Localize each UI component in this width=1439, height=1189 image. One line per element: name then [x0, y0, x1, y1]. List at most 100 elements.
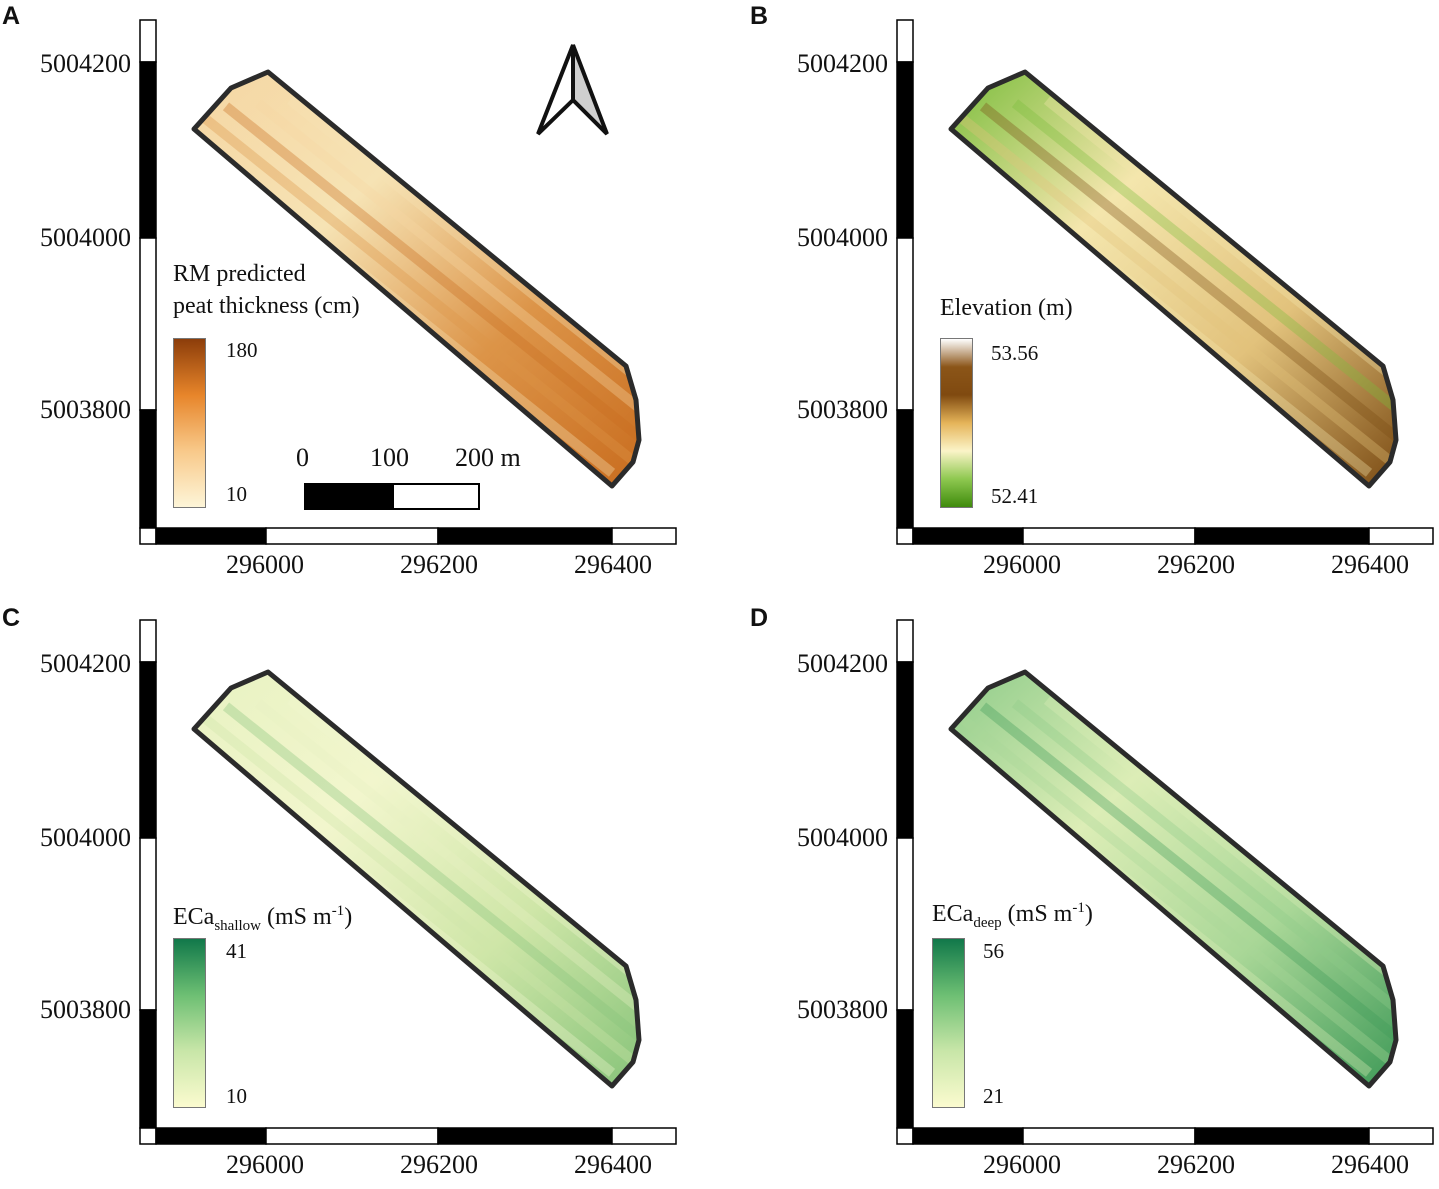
frame-stripe-x: [265, 1127, 439, 1145]
x-tick-label: 296200: [1157, 1150, 1235, 1179]
field-band: [194, 105, 639, 474]
x-tick-label: 296400: [1331, 1150, 1409, 1179]
legend-min-label: 10: [226, 482, 247, 506]
field-band: [222, 702, 639, 1071]
field-band: [1043, 696, 1396, 1064]
panel-label: B: [750, 2, 769, 30]
x-tick-label: 296000: [983, 550, 1061, 579]
y-tick-label: 5004200: [797, 649, 888, 678]
frame-stripe-y: [896, 19, 914, 63]
frame-stripe-x: [1194, 1127, 1370, 1145]
scale-bar-label: 0: [296, 443, 309, 472]
field-band: [951, 105, 1396, 474]
frame-stripe-x: [265, 527, 439, 545]
legend-title: Elevation (m): [940, 295, 1073, 321]
scale-bar-white: [392, 483, 480, 510]
field-band: [286, 696, 639, 1064]
field-raster: [951, 72, 1396, 486]
frame-stripe-x: [1022, 527, 1196, 545]
frame-stripe-y: [896, 661, 914, 839]
y-tick-label: 5004200: [40, 49, 131, 78]
frame-stripe-y: [896, 1009, 914, 1129]
frame-stripe-x: [896, 1127, 914, 1145]
field-band: [254, 99, 639, 468]
x-tick-label: 296000: [226, 1150, 304, 1179]
y-tick-label: 5003800: [797, 995, 888, 1024]
map-frame: [139, 19, 677, 545]
x-tick-label: 296400: [574, 1150, 652, 1179]
field-band: [1043, 96, 1396, 464]
legend-color-ramp: [932, 938, 965, 1108]
x-tick-label: 296200: [400, 550, 478, 579]
scale-bar-label: 100: [370, 443, 409, 472]
x-tick-label: 296000: [983, 1150, 1061, 1179]
scale-bar-label: 200 m: [455, 443, 521, 472]
scale-bar-black: [304, 483, 394, 510]
y-tick-label: 5004000: [40, 823, 131, 852]
legend-min-label: 10: [226, 1084, 247, 1108]
legend-min-label: 52.41: [991, 484, 1039, 508]
y-tick-label: 5004200: [40, 649, 131, 678]
y-tick-label: 5004000: [797, 823, 888, 852]
frame-stripe-x: [611, 1127, 677, 1145]
y-tick-label: 5003800: [40, 395, 131, 424]
x-tick-label: 296200: [400, 1150, 478, 1179]
frame-stripe-x: [1022, 1127, 1196, 1145]
y-tick-label: 5004200: [797, 49, 888, 78]
frame-stripe-y: [139, 619, 157, 663]
field-band: [222, 102, 639, 471]
field-raster: [194, 672, 639, 1086]
x-tick-label: 296200: [1157, 550, 1235, 579]
map-frame: [896, 19, 1434, 545]
legend-min-label: 21: [983, 1084, 1004, 1108]
field-raster: [194, 72, 639, 486]
panel-d: D 5004200 5004000 5003800 296000 296200 …: [750, 600, 1439, 1189]
field-boundary: [948, 69, 1399, 489]
frame-stripe-y: [139, 19, 157, 63]
frame-stripe-y: [139, 237, 157, 411]
legend-title: ECadeep (mS m-1): [932, 900, 1093, 931]
frame-stripe-y: [896, 409, 914, 529]
legend-title: ECashallow (mS m-1): [173, 903, 353, 934]
y-tick-label: 5003800: [40, 995, 131, 1024]
y-tick-label: 5003800: [797, 395, 888, 424]
map-frame: [896, 619, 1434, 1145]
field-band: [979, 702, 1396, 1071]
frame-stripe-y: [896, 837, 914, 1011]
frame-stripe-y: [139, 661, 157, 839]
field-raster: [951, 672, 1396, 1086]
frame-stripe-y: [139, 409, 157, 529]
frame-stripe-x: [155, 527, 267, 545]
field-boundary: [191, 69, 642, 489]
frame-stripe-y: [139, 1009, 157, 1129]
frame-stripe-x: [896, 527, 914, 545]
panel-label: A: [2, 2, 21, 30]
legend-title-line2: peat thickness (cm): [173, 293, 360, 319]
field-band: [1011, 699, 1396, 1068]
panel-label: C: [2, 604, 21, 632]
frame-stripe-x: [1368, 527, 1434, 545]
panel-b: B 5004200 5004000 5003800 296000 296200 …: [750, 0, 1439, 589]
legend-max-label: 180: [226, 338, 258, 362]
legend-color-ramp: [173, 338, 206, 508]
frame-stripe-x: [139, 527, 157, 545]
legend-color-ramp: [173, 938, 206, 1108]
frame-stripe-y: [896, 61, 914, 239]
frame-stripe-x: [1194, 527, 1370, 545]
map-frame: [139, 619, 677, 1145]
panel-c: C 5004200 5004000 5003800 296000 296200 …: [0, 600, 720, 1189]
frame-stripe-y: [139, 837, 157, 1011]
x-tick-label: 296400: [1331, 550, 1409, 579]
legend-color-ramp: [940, 338, 973, 508]
frame-stripe-x: [155, 1127, 267, 1145]
frame-stripe-x: [437, 1127, 613, 1145]
frame-stripe-y: [896, 619, 914, 663]
panel-label: D: [750, 604, 769, 632]
frame-stripe-x: [912, 1127, 1024, 1145]
field-band: [254, 699, 639, 1068]
field-boundary: [191, 669, 642, 1089]
field-boundary: [948, 669, 1399, 1089]
panel-a: A 5004200 5004000 5003800 296000 296200 …: [0, 0, 720, 589]
frame-stripe-x: [1368, 1127, 1434, 1145]
frame-stripe-x: [912, 527, 1024, 545]
